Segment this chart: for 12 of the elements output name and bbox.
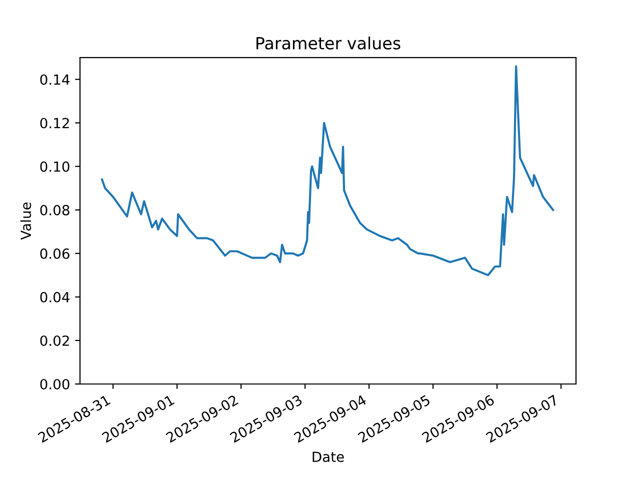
y-tick-label: 0.14 [40, 74, 70, 85]
y-tick-label: 0.04 [40, 292, 70, 302]
x-axis-title: Date [312, 452, 344, 462]
y-tick-label: 0.12 [40, 118, 69, 128]
y-axis-title: Value [20, 202, 32, 240]
y-tick-label: 0.00 [40, 378, 70, 390]
y-tick-label: 0.06 [40, 248, 70, 259]
y-tick-label: 0.02 [40, 335, 69, 346]
line-series [100, 65, 554, 276]
chart-title: Parameter values [256, 36, 400, 50]
y-tick-label: 0.10 [40, 161, 70, 172]
y-tick-label: 0.08 [40, 204, 70, 216]
